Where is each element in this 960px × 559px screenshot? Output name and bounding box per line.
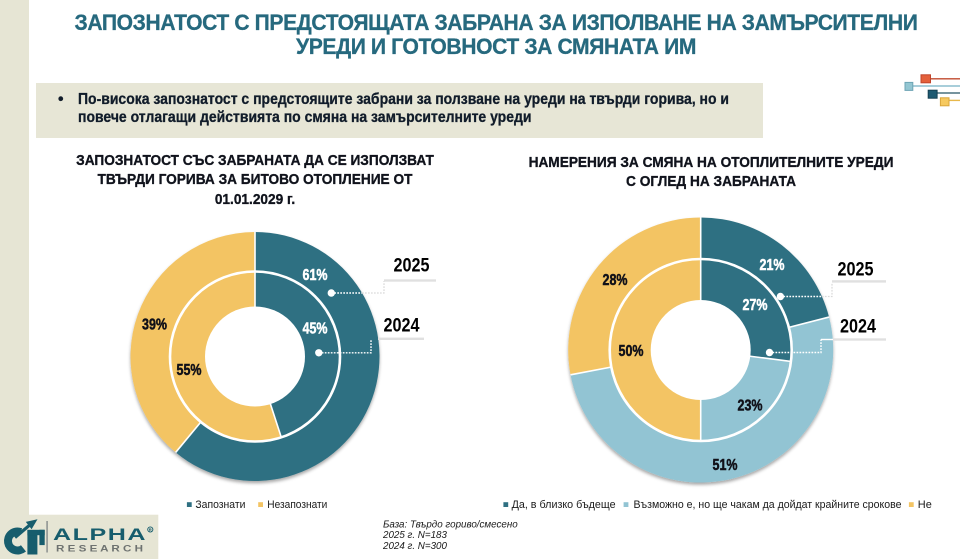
svg-text:2025: 2025: [838, 259, 874, 281]
svg-text:50%: 50%: [619, 343, 644, 360]
svg-text:61%: 61%: [303, 267, 328, 284]
svg-text:39%: 39%: [142, 317, 167, 334]
svg-text:ALPHA: ALPHA: [53, 526, 147, 544]
svg-text:Не: Не: [918, 499, 932, 511]
svg-text:R: R: [149, 527, 152, 532]
svg-text:28%: 28%: [603, 272, 628, 289]
svg-text:2025: 2025: [394, 255, 430, 277]
svg-text:Запознати: Запознати: [195, 499, 245, 511]
svg-text:2024 г. N=300: 2024 г. N=300: [382, 541, 447, 552]
svg-text:R E S E A R C H: R E S E A R C H: [56, 543, 143, 554]
svg-text:2024: 2024: [384, 315, 420, 337]
svg-text:21%: 21%: [760, 257, 785, 274]
svg-text:2025 г. N=183: 2025 г. N=183: [382, 530, 447, 541]
svg-text:45%: 45%: [303, 321, 328, 338]
svg-text:2024: 2024: [840, 316, 876, 338]
svg-text:Възможно е, но ще чакам да дой: Възможно е, но ще чакам да дойдат крайни…: [634, 499, 902, 511]
svg-text:51%: 51%: [713, 457, 738, 474]
svg-text:23%: 23%: [738, 398, 763, 415]
svg-text:База: Твърдо гориво/смесено: База: Твърдо гориво/смесено: [383, 520, 518, 531]
svg-text:Да, в близко бъдеще: Да, в близко бъдеще: [512, 499, 616, 511]
svg-text:Незапознати: Незапознати: [267, 499, 327, 511]
svg-text:55%: 55%: [177, 362, 202, 379]
svg-text:27%: 27%: [743, 297, 768, 314]
